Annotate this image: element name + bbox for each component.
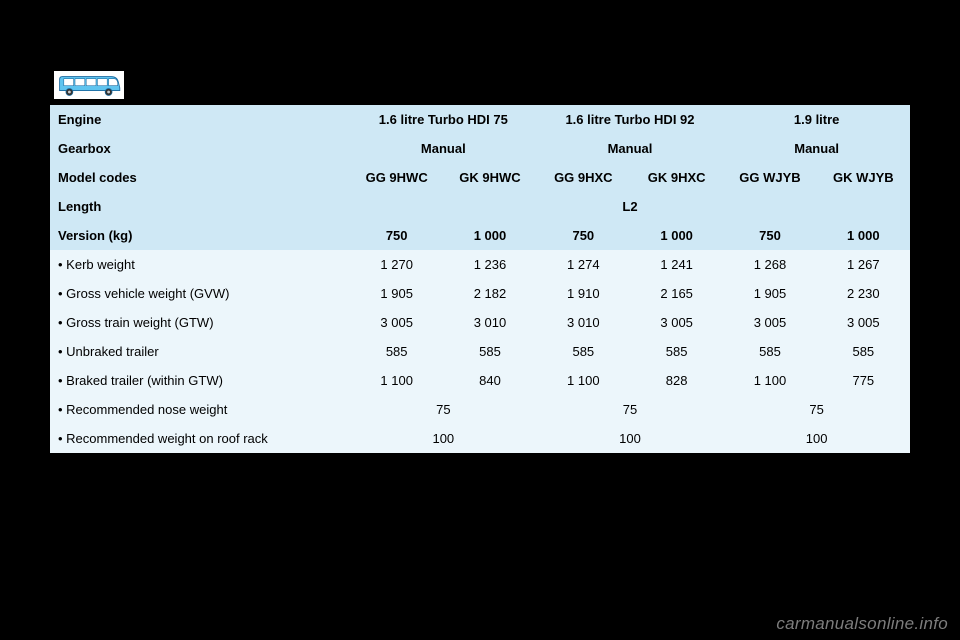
gvw-3: 2 165: [630, 279, 723, 308]
gtw-label: • Gross train weight (GTW): [50, 308, 350, 337]
unbraked-label: • Unbraked trailer: [50, 337, 350, 366]
gvw-row: • Gross vehicle weight (GVW) 1 905 2 182…: [50, 279, 910, 308]
specs-page: Engine 1.6 litre Turbo HDI 75 1.6 litre …: [50, 70, 910, 453]
nose-1: 75: [537, 395, 724, 424]
braked-1: 840: [443, 366, 536, 395]
modelcodes-label: Model codes: [50, 163, 350, 192]
braked-0: 1 100: [350, 366, 443, 395]
unbraked-0: 585: [350, 337, 443, 366]
roof-row: • Recommended weight on roof rack 100 10…: [50, 424, 910, 453]
gearbox-row: Gearbox Manual Manual Manual: [50, 134, 910, 163]
modelcodes-row: Model codes GG 9HWC GK 9HWC GG 9HXC GK 9…: [50, 163, 910, 192]
engine-1: 1.6 litre Turbo HDI 92: [537, 105, 724, 134]
gvw-5: 2 230: [817, 279, 910, 308]
kerb-3: 1 241: [630, 250, 723, 279]
braked-3: 828: [630, 366, 723, 395]
unbraked-row: • Unbraked trailer 585 585 585 585 585 5…: [50, 337, 910, 366]
watermark-text: carmanualsonline.info: [776, 614, 948, 634]
modelcode-4: GG WJYB: [723, 163, 816, 192]
roof-0: 100: [350, 424, 537, 453]
gearbox-0: Manual: [350, 134, 537, 163]
braked-5: 775: [817, 366, 910, 395]
nose-2: 75: [723, 395, 910, 424]
version-label: Version (kg): [50, 221, 350, 250]
unbraked-5: 585: [817, 337, 910, 366]
van-icon: [54, 70, 124, 100]
gvw-4: 1 905: [723, 279, 816, 308]
gtw-5: 3 005: [817, 308, 910, 337]
specs-table: Engine 1.6 litre Turbo HDI 75 1.6 litre …: [50, 105, 910, 453]
gtw-row: • Gross train weight (GTW) 3 005 3 010 3…: [50, 308, 910, 337]
braked-row: • Braked trailer (within GTW) 1 100 840 …: [50, 366, 910, 395]
unbraked-2: 585: [537, 337, 630, 366]
version-5: 1 000: [817, 221, 910, 250]
length-row: Length L2: [50, 192, 910, 221]
kerb-row: • Kerb weight 1 270 1 236 1 274 1 241 1 …: [50, 250, 910, 279]
kerb-2: 1 274: [537, 250, 630, 279]
gvw-label: • Gross vehicle weight (GVW): [50, 279, 350, 308]
gtw-2: 3 010: [537, 308, 630, 337]
length-label: Length: [50, 192, 350, 221]
kerb-1: 1 236: [443, 250, 536, 279]
kerb-0: 1 270: [350, 250, 443, 279]
roof-2: 100: [723, 424, 910, 453]
version-0: 750: [350, 221, 443, 250]
length-value: L2: [350, 192, 910, 221]
version-row: Version (kg) 750 1 000 750 1 000 750 1 0…: [50, 221, 910, 250]
modelcode-1: GK 9HWC: [443, 163, 536, 192]
engine-0: 1.6 litre Turbo HDI 75: [350, 105, 537, 134]
roof-label: • Recommended weight on roof rack: [50, 424, 350, 453]
gtw-1: 3 010: [443, 308, 536, 337]
version-1: 1 000: [443, 221, 536, 250]
gearbox-2: Manual: [723, 134, 910, 163]
nose-row: • Recommended nose weight 75 75 75: [50, 395, 910, 424]
gvw-2: 1 910: [537, 279, 630, 308]
kerb-4: 1 268: [723, 250, 816, 279]
unbraked-3: 585: [630, 337, 723, 366]
gearbox-label: Gearbox: [50, 134, 350, 163]
nose-label: • Recommended nose weight: [50, 395, 350, 424]
modelcode-0: GG 9HWC: [350, 163, 443, 192]
engine-row: Engine 1.6 litre Turbo HDI 75 1.6 litre …: [50, 105, 910, 134]
braked-2: 1 100: [537, 366, 630, 395]
version-4: 750: [723, 221, 816, 250]
kerb-label: • Kerb weight: [50, 250, 350, 279]
gvw-1: 2 182: [443, 279, 536, 308]
nose-0: 75: [350, 395, 537, 424]
gtw-0: 3 005: [350, 308, 443, 337]
kerb-5: 1 267: [817, 250, 910, 279]
modelcode-3: GK 9HXC: [630, 163, 723, 192]
braked-4: 1 100: [723, 366, 816, 395]
engine-label: Engine: [50, 105, 350, 134]
modelcode-5: GK WJYB: [817, 163, 910, 192]
modelcode-2: GG 9HXC: [537, 163, 630, 192]
gtw-3: 3 005: [630, 308, 723, 337]
gvw-0: 1 905: [350, 279, 443, 308]
engine-2: 1.9 litre: [723, 105, 910, 134]
gtw-4: 3 005: [723, 308, 816, 337]
unbraked-1: 585: [443, 337, 536, 366]
unbraked-4: 585: [723, 337, 816, 366]
roof-1: 100: [537, 424, 724, 453]
gearbox-1: Manual: [537, 134, 724, 163]
version-3: 1 000: [630, 221, 723, 250]
braked-label: • Braked trailer (within GTW): [50, 366, 350, 395]
version-2: 750: [537, 221, 630, 250]
